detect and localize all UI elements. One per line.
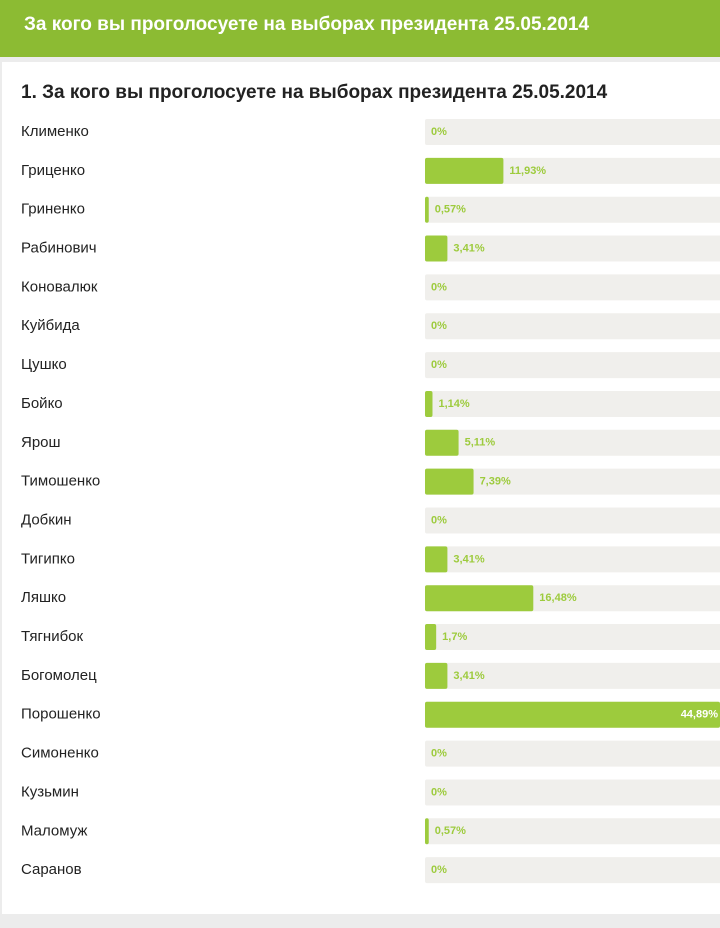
candidate-name: Цушко: [21, 356, 67, 373]
candidate-name: Кузьмин: [21, 783, 79, 800]
value-label: 1,14%: [438, 398, 469, 410]
value-label: 0%: [431, 514, 447, 526]
value-label: 0%: [431, 126, 447, 138]
value-label: 3,41%: [453, 670, 484, 682]
bar-track: [425, 546, 720, 573]
bar: [425, 585, 534, 612]
bar-track: [425, 390, 720, 417]
candidate-name: Добкин: [21, 511, 72, 528]
value-label: 0%: [431, 359, 447, 371]
value-label: 0%: [431, 320, 447, 332]
header-bar: [0, 0, 720, 57]
value-label: 3,41%: [453, 242, 484, 254]
value-label: 3,41%: [453, 553, 484, 565]
bar: [425, 624, 437, 651]
question-title: 1. За кого вы проголосуете на выборах пр…: [21, 82, 608, 103]
bar: [425, 701, 720, 728]
bar-track: [425, 818, 720, 845]
bar: [425, 390, 433, 417]
bar: [425, 546, 448, 573]
candidate-name: Тягнибок: [21, 628, 84, 645]
bar-track: [425, 779, 720, 806]
value-label: 16,48%: [539, 592, 577, 604]
bar-track: [425, 196, 720, 223]
value-label: 44,89%: [681, 709, 719, 721]
value-label: 7,39%: [480, 476, 511, 488]
value-label: 0%: [431, 748, 447, 760]
candidate-name: Гриненко: [21, 201, 85, 218]
candidate-name: Коновалюк: [21, 278, 98, 295]
bar: [425, 157, 504, 184]
bar-track: [425, 429, 720, 456]
bar: [425, 196, 429, 223]
candidate-name: Ярош: [21, 434, 61, 451]
bar-track: [425, 313, 720, 340]
bar: [425, 468, 474, 495]
bar-track: [425, 740, 720, 767]
candidate-name: Порошенко: [21, 706, 101, 723]
value-label: 0,57%: [435, 204, 466, 216]
candidate-name: Клименко: [21, 123, 89, 140]
bar-track: [425, 507, 720, 534]
candidate-name: Бойко: [21, 395, 63, 412]
value-label: 0%: [431, 864, 447, 876]
candidate-name: Саранов: [21, 861, 82, 878]
bar: [425, 818, 429, 845]
value-label: 5,11%: [465, 437, 496, 449]
value-label: 11,93%: [509, 165, 546, 177]
candidate-name: Тимошенко: [21, 473, 100, 490]
bar-track: [425, 119, 720, 145]
candidate-name: Рабинович: [21, 240, 97, 257]
candidate-name: Куйбида: [21, 317, 80, 334]
bar-track: [425, 857, 720, 884]
bar-track: [425, 468, 720, 495]
candidate-name: Симоненко: [21, 745, 99, 762]
value-label: 0%: [431, 786, 447, 798]
bar-track: [425, 274, 720, 301]
value-label: 1,7%: [442, 631, 467, 643]
candidate-name: Тигипко: [21, 550, 75, 567]
candidate-name: Богомолец: [21, 667, 97, 684]
bar-track: [425, 352, 720, 379]
bar: [425, 429, 459, 456]
candidate-name: Гриценко: [21, 162, 85, 179]
value-label: 0%: [431, 281, 447, 293]
value-label: 0,57%: [435, 825, 466, 837]
candidate-name: Маломуж: [21, 822, 87, 839]
bar-track: [425, 662, 720, 689]
bar-track: [425, 235, 720, 262]
bar: [425, 235, 448, 262]
header-title: За кого вы проголосуете на выборах прези…: [24, 14, 589, 35]
bar-track: [425, 624, 720, 651]
bar: [425, 662, 448, 689]
candidate-name: Ляшко: [21, 589, 66, 606]
